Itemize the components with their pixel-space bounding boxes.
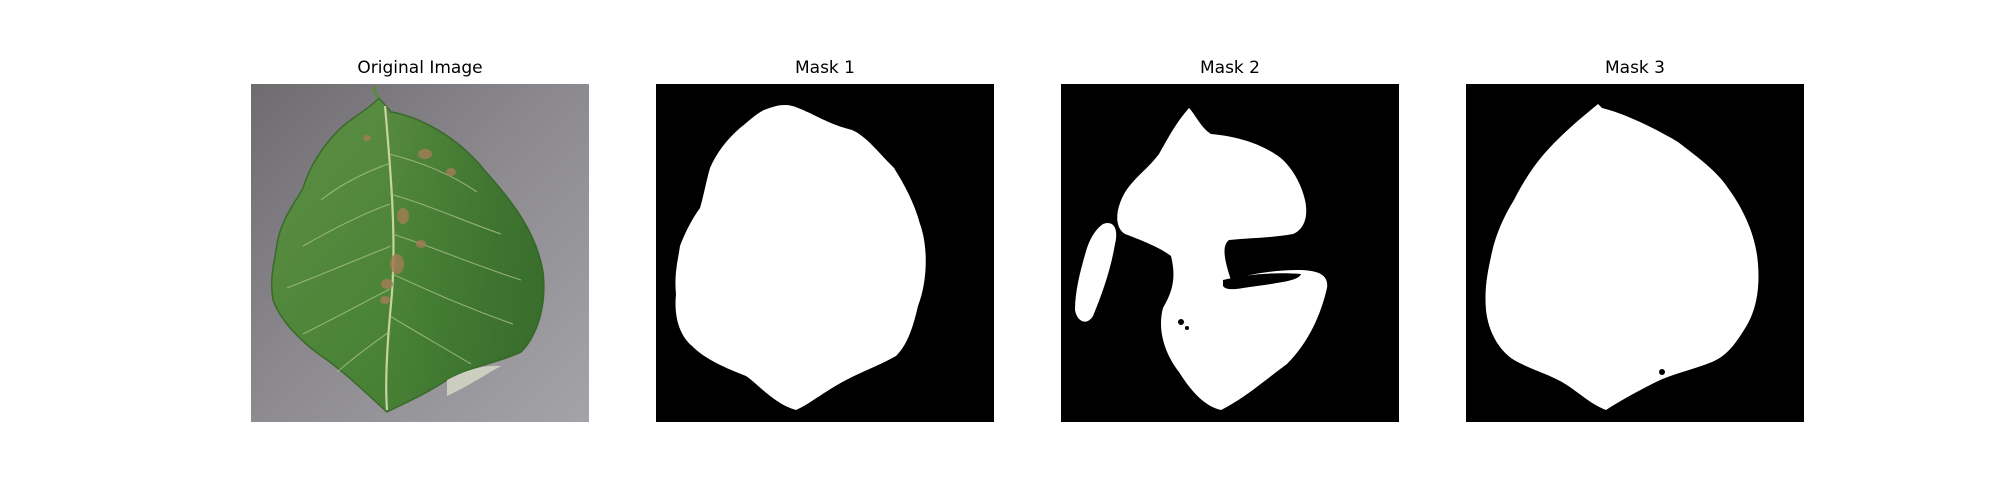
leaf-lesions <box>363 135 456 304</box>
mask-3-image <box>1466 84 1804 422</box>
mask-speck <box>1185 326 1189 330</box>
mask-2-image <box>1061 84 1399 422</box>
mask-2 <box>1061 84 1399 422</box>
mask-speck <box>1659 369 1665 375</box>
mask-region <box>675 104 926 410</box>
panel-title-mask-1: Mask 1 <box>794 58 855 78</box>
mask-1-image <box>656 84 994 422</box>
leaf-midrib <box>383 105 395 411</box>
mask-region <box>1485 104 1759 410</box>
leaf-photo <box>251 84 589 422</box>
mask-3 <box>1466 84 1804 422</box>
mask-1 <box>656 84 994 422</box>
leaf-veins <box>286 153 522 373</box>
mask-speck <box>1178 319 1184 325</box>
panel-title-original: Original Image <box>357 58 483 78</box>
original-image <box>251 84 589 422</box>
mask-region-main <box>1117 108 1328 410</box>
panel-title-mask-3: Mask 3 <box>1604 58 1665 78</box>
panel-title-mask-2: Mask 2 <box>1199 58 1260 78</box>
mask-region-hole <box>1223 273 1301 290</box>
leaf-curl <box>447 365 501 396</box>
leaf-stem <box>372 85 381 100</box>
mask-region-left <box>1075 222 1117 322</box>
